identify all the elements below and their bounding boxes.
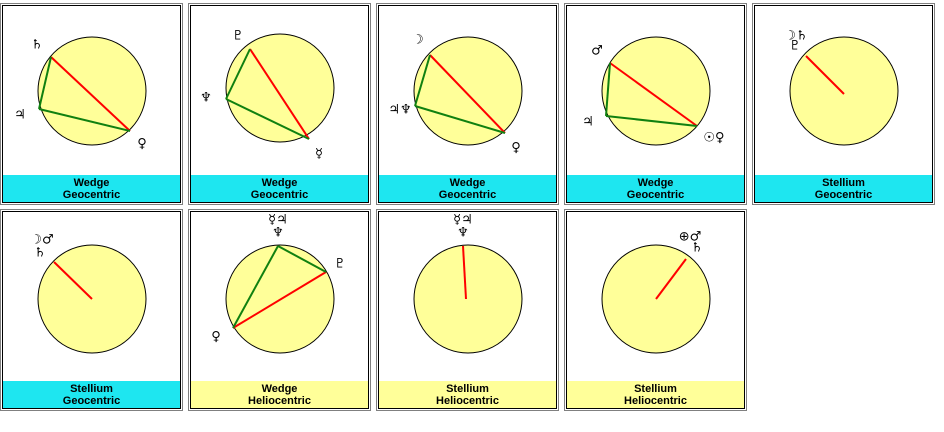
caption-band (755, 175, 932, 202)
planet-glyph: ☿ (315, 147, 323, 162)
panel-inner-frame (566, 211, 745, 409)
pattern-name: Wedge (262, 177, 298, 189)
planet-glyph: ♀ (211, 330, 221, 345)
pattern-name: Wedge (74, 177, 110, 189)
pattern-mode: Heliocentric (248, 395, 311, 407)
panel-inner-frame (754, 5, 933, 203)
aspect-line (232, 271, 327, 329)
aspect-line (805, 55, 845, 95)
panel-inner-frame (2, 5, 181, 203)
panel-inner-frame (190, 211, 369, 409)
planet-glyph: ☽♄ (784, 29, 807, 44)
planet-glyph: ♆ (200, 91, 212, 106)
planet-glyph: ♄ (691, 241, 703, 256)
panel-inner-frame (378, 211, 557, 409)
aspect-line (53, 261, 93, 300)
panel-inner-frame (190, 5, 369, 203)
pattern-mode: Geocentric (815, 189, 872, 201)
caption-band (379, 175, 556, 202)
pattern-name: Stellium (822, 177, 865, 189)
planet-glyph: ♄ (31, 38, 43, 53)
pattern-name: Stellium (634, 383, 677, 395)
planet-glyph: ♆ (457, 226, 469, 241)
pattern-name: Stellium (70, 383, 113, 395)
aspect-line (277, 245, 327, 273)
aspect-line (38, 108, 131, 132)
panel-inner-frame (566, 5, 745, 203)
aspect-line (249, 48, 310, 140)
aspect-line (605, 62, 611, 117)
planet-glyph: ♇ (334, 257, 346, 272)
aspect-line (605, 115, 698, 127)
pattern-name: Wedge (638, 177, 674, 189)
planet-glyph: ♇ (789, 39, 801, 54)
aspect-line (655, 258, 687, 300)
panel-inner-frame (378, 5, 557, 203)
pattern-mode: Geocentric (63, 395, 120, 407)
caption-band (3, 175, 180, 202)
orbit-circle (413, 36, 523, 146)
aspect-line (225, 48, 251, 100)
planet-glyph: ♀ (137, 137, 147, 152)
caption-band (191, 381, 368, 408)
orbit-circle (413, 244, 523, 354)
planet-glyph: ⊕♂ (679, 230, 702, 245)
caption-band (567, 381, 744, 408)
planet-glyph: ☿♃ (453, 213, 473, 228)
planet-glyph: ☽♂ (30, 233, 53, 248)
caption-band (379, 381, 556, 408)
planet-glyph: ♃♆ (388, 103, 411, 118)
pattern-name: Stellium (446, 383, 489, 395)
pattern-mode: Geocentric (627, 189, 684, 201)
panel-inner-frame (2, 211, 181, 409)
aspect-line (38, 56, 52, 110)
pattern-name: Wedge (450, 177, 486, 189)
planet-glyph: ☿♃ (268, 213, 288, 228)
orbit-circle (789, 36, 899, 146)
caption-band (567, 175, 744, 202)
aspect-line (50, 56, 131, 132)
aspect-line (429, 54, 506, 134)
pattern-mode: Geocentric (63, 189, 120, 201)
pattern-mode: Heliocentric (436, 395, 499, 407)
planet-glyph: ♂ (591, 44, 603, 59)
planet-glyph: ♄ (34, 246, 46, 261)
pattern-mode: Geocentric (251, 189, 308, 201)
aspect-line (609, 62, 698, 127)
aspect-line (225, 98, 310, 140)
aspect-line (414, 105, 506, 134)
planet-glyph: ☽ (412, 33, 424, 48)
planet-glyph: ♃ (14, 108, 26, 123)
aspect-line (462, 245, 467, 300)
planet-glyph: ♆ (272, 226, 284, 241)
pattern-name: Wedge (262, 383, 298, 395)
aspect-line (414, 54, 431, 107)
pattern-mode: Geocentric (439, 189, 496, 201)
planet-glyph: ♃ (582, 115, 594, 130)
caption-band (191, 175, 368, 202)
planet-glyph: ♇ (232, 29, 244, 44)
caption-band (3, 381, 180, 408)
aspect-line (232, 245, 279, 329)
orbit-circle (37, 36, 147, 146)
planet-glyph: ♀ (511, 141, 521, 156)
planet-glyph: ☉♀ (703, 131, 724, 146)
orbit-circle (225, 33, 335, 143)
orbit-circle (601, 36, 711, 146)
pattern-mode: Heliocentric (624, 395, 687, 407)
